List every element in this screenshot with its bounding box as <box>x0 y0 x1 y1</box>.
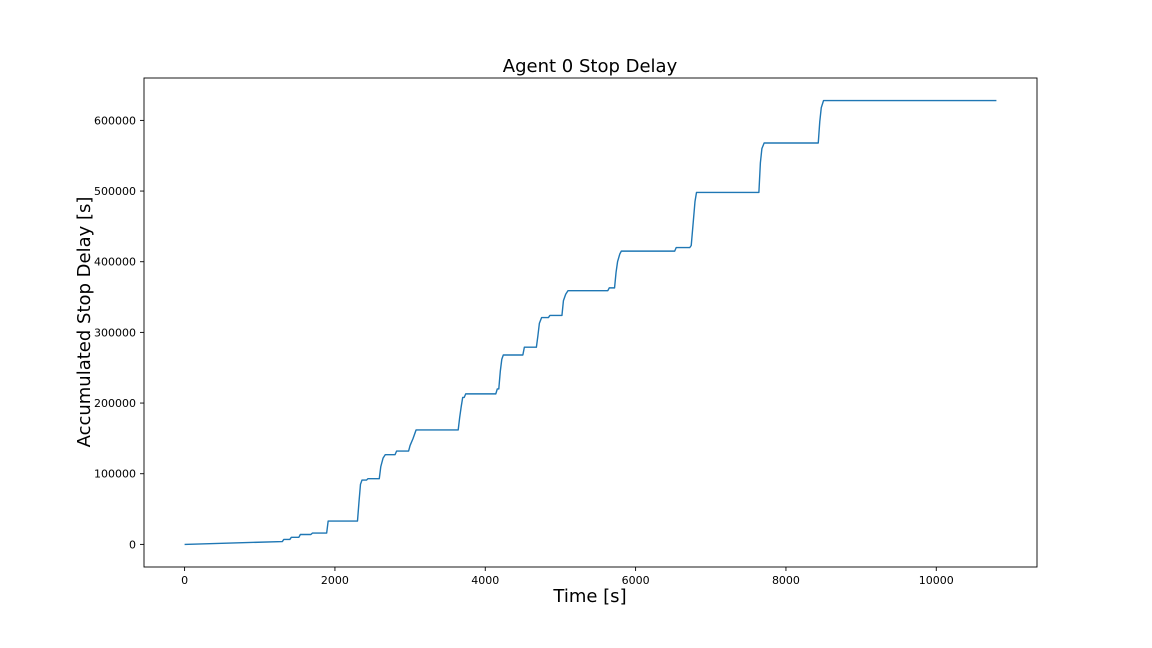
y-tick-label: 0 <box>129 538 136 551</box>
x-tick-label: 4000 <box>471 574 499 587</box>
plot-frame <box>143 77 1038 568</box>
y-tick-label: 100000 <box>94 468 136 481</box>
x-axis-label: Time [s] <box>552 586 626 607</box>
y-tick-label: 300000 <box>94 326 136 339</box>
y-tick-label: 200000 <box>94 397 136 410</box>
y-axis-label: Accumulated Stop Delay [s] <box>74 197 95 448</box>
x-tick-label: 6000 <box>622 574 650 587</box>
x-tick-label: 0 <box>181 574 188 587</box>
chart-title: Agent 0 Stop Delay <box>503 56 678 77</box>
plot-area: 0 2000 4000 6000 8000 10000010000020000030000… <box>94 77 1038 587</box>
x-tick-label: 8000 <box>772 574 800 587</box>
y-tick-label: 600000 <box>94 114 136 127</box>
y-tick-label: 500000 <box>94 185 136 198</box>
x-tick-label: 2000 <box>321 574 349 587</box>
series-line-0 <box>184 99 997 546</box>
y-tick-label: 400000 <box>94 256 136 269</box>
x-tick-label: 10000 <box>919 574 954 587</box>
